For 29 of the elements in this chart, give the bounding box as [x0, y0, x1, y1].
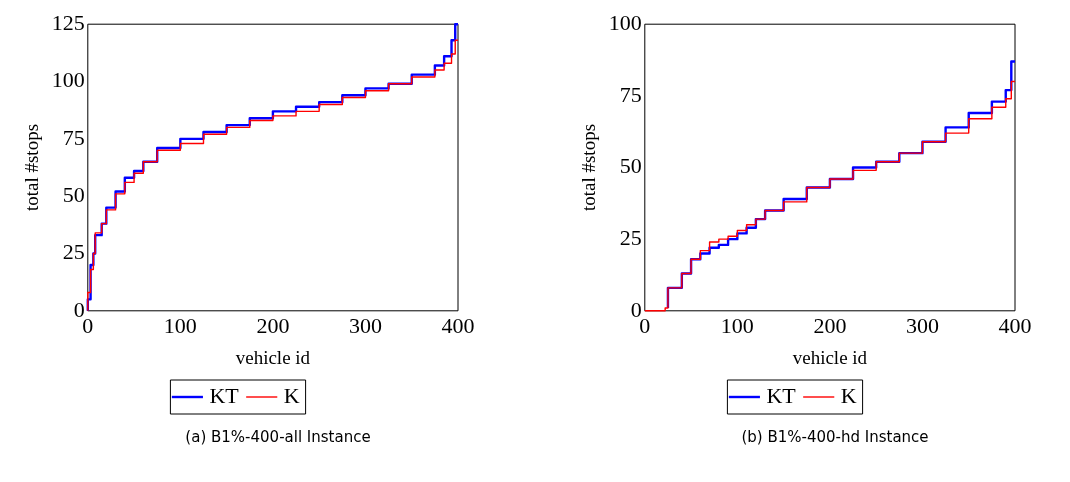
y-tick-label: 50: [62, 181, 85, 207]
x-tick-label: 400: [441, 312, 475, 338]
y-tick-label: 25: [62, 239, 85, 265]
y-tick-label: 75: [619, 81, 642, 107]
text: (b) B1%-400-hd Instance: [740, 428, 930, 446]
x-axis-title: vehicle id: [235, 346, 311, 368]
legend-label: KT: [766, 382, 797, 408]
text: (a) B1%-400-all Instance: [184, 428, 372, 446]
y-tick-label: 100: [608, 9, 642, 35]
y-tick-label: 75: [62, 124, 85, 150]
legend-label: K: [840, 382, 857, 408]
y-axis-title: total #stops: [578, 123, 600, 212]
y-tick-label: 125: [51, 9, 85, 35]
legend-label: KT: [209, 382, 240, 408]
x-tick-label: 200: [256, 312, 290, 338]
y-tick-label: 100: [51, 67, 85, 93]
x-axis-title: vehicle id: [792, 346, 868, 368]
x-tick-label: 100: [163, 312, 197, 338]
y-axis-title: total #stops: [21, 123, 43, 212]
x-tick-label: 300: [348, 312, 382, 338]
legend-label: K: [283, 382, 300, 408]
x-tick-label: 300: [905, 312, 939, 338]
y-tick-label: 0: [630, 296, 642, 322]
y-tick-label: 50: [619, 153, 642, 179]
x-tick-label: 200: [813, 312, 847, 338]
y-tick-label: 0: [73, 296, 85, 322]
x-tick-label: 100: [720, 312, 754, 338]
y-tick-label: 25: [619, 224, 642, 250]
x-tick-label: 400: [998, 312, 1032, 338]
